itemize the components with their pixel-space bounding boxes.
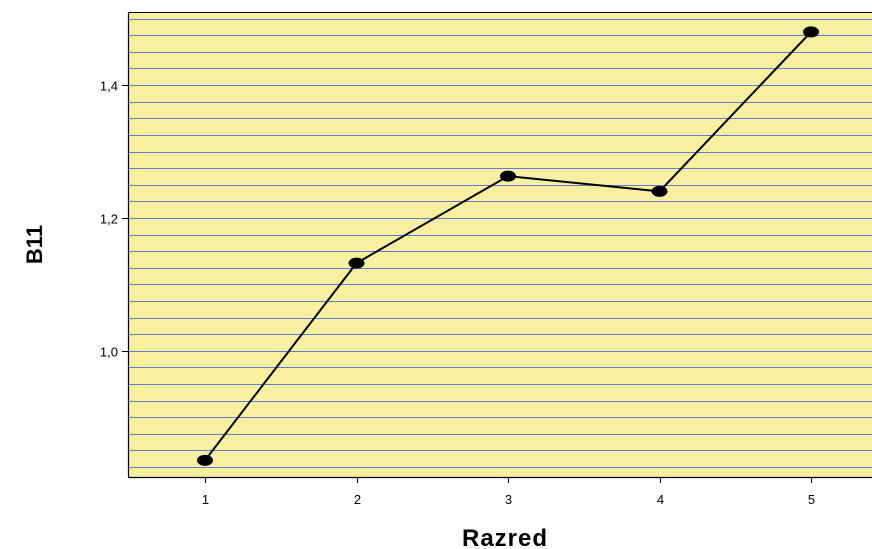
data-point [500,170,516,182]
x-axis-ticks: 1 2 3 4 5 [202,477,815,507]
x-tick-label: 3 [505,492,512,507]
data-point [651,185,668,197]
y-tick-label: 1,4 [100,79,118,94]
y-tick-label: 1,2 [100,212,118,227]
x-tick-label: 4 [657,492,664,507]
data-point [348,257,365,269]
y-axis-title: B11 [22,225,47,264]
gridlines [128,19,872,468]
x-tick-label: 5 [808,492,815,507]
x-tick-label: 1 [202,492,209,507]
y-axis-ticks: 1,0 1,2 1,4 [100,79,128,360]
data-point [197,454,213,466]
data-series [197,26,819,466]
axes [127,12,872,479]
plot-area [128,12,872,477]
x-axis-title: Razred [462,525,548,549]
y-tick-label: 1,0 [100,345,118,360]
x-tick-label: 2 [354,492,361,507]
data-point [803,26,819,38]
